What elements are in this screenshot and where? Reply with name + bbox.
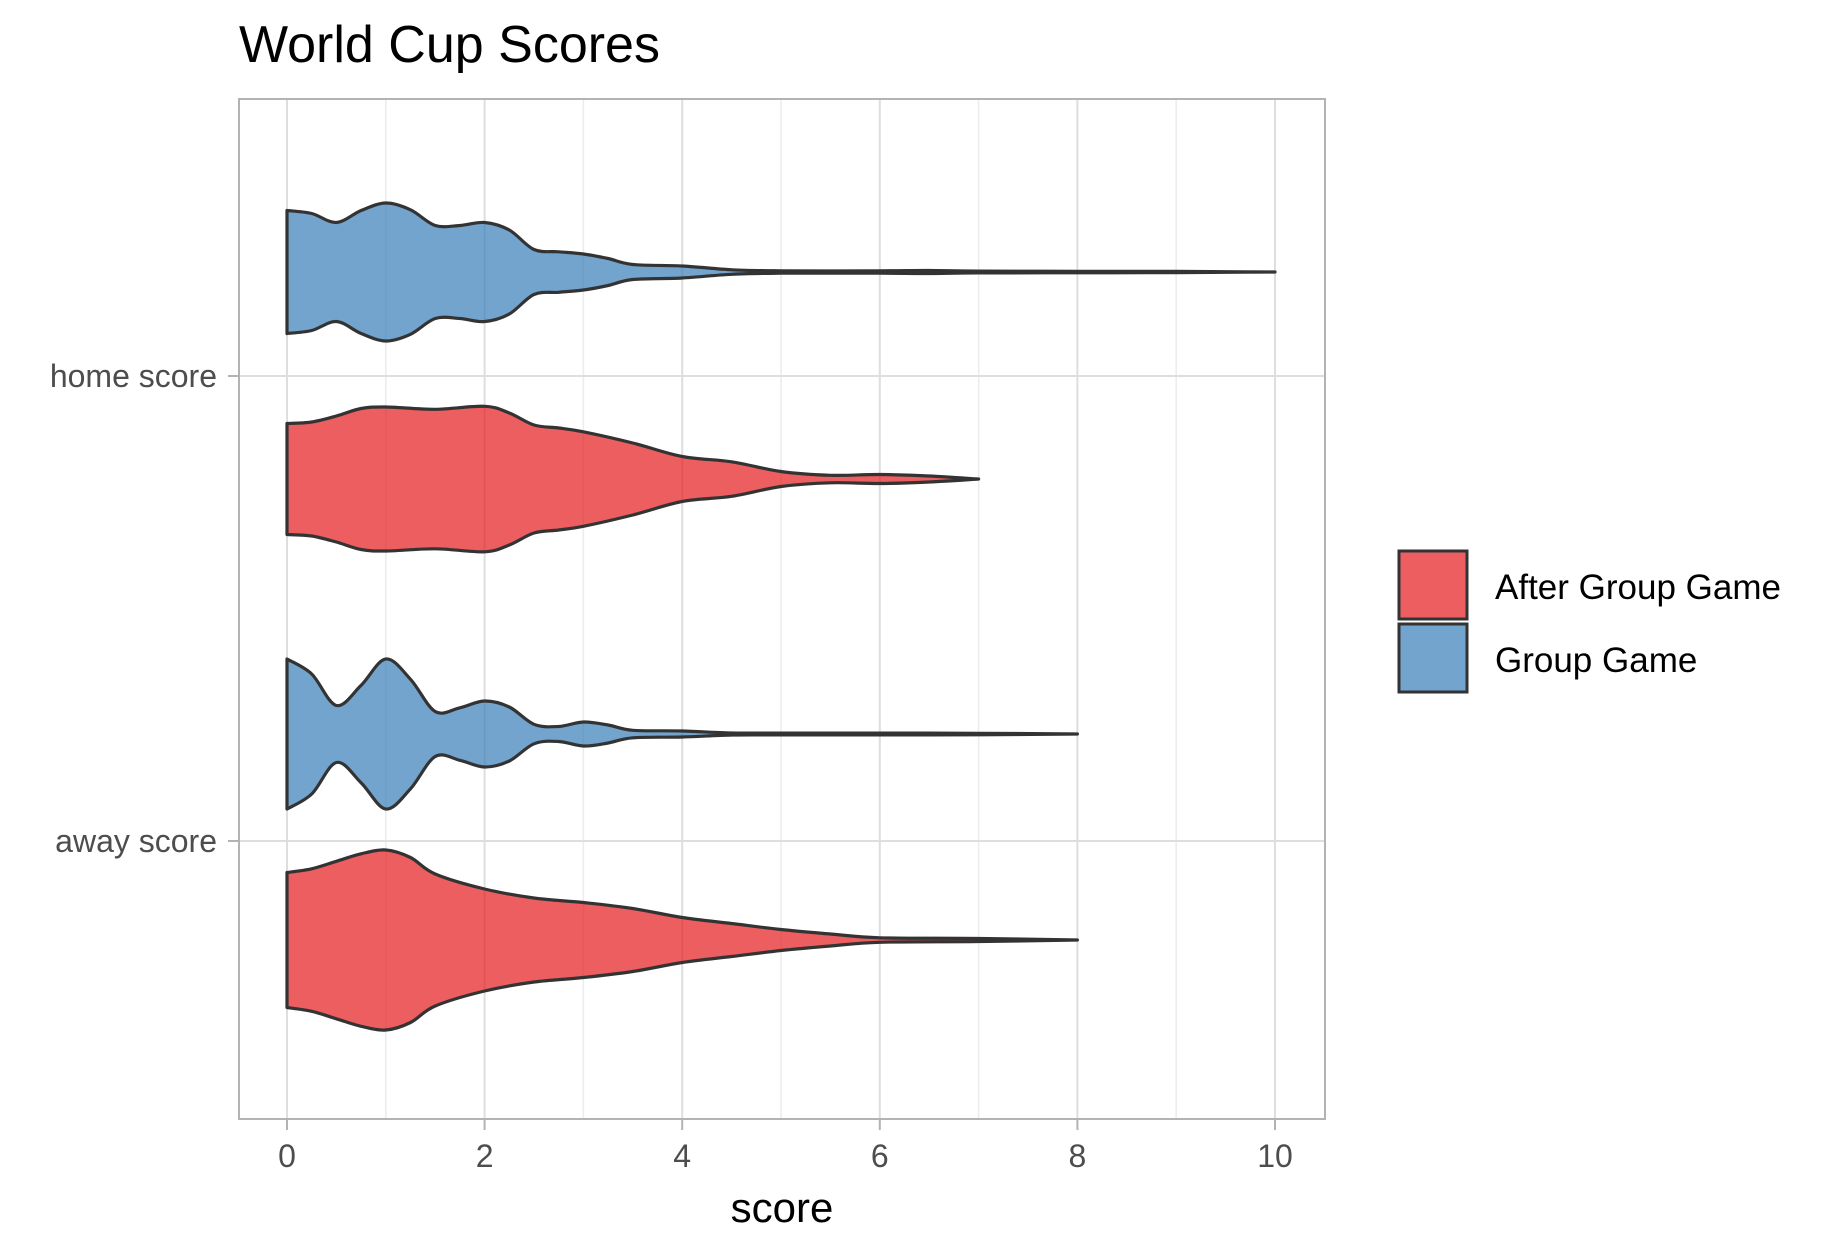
legend-key-after-group-game (1397, 549, 1469, 621)
legend-key-group-game (1397, 622, 1469, 694)
y-tick-label-home-score: home score (50, 358, 217, 394)
x-axis-title: score (731, 1184, 834, 1231)
panel-border (238, 98, 1326, 1120)
legend: After Group Game Group Game (1397, 549, 1781, 694)
violin-away-score-group-game (285, 657, 1079, 811)
chart-title: World Cup Scores (239, 16, 660, 74)
legend-label-after-group-game: After Group Game (1495, 568, 1781, 607)
y-axis: home score away score (50, 358, 239, 859)
violin-home-score-group-game (285, 201, 1277, 343)
violins (285, 201, 1277, 1032)
y-tick-label-away-score: away score (55, 823, 217, 859)
x-axis: 0 2 4 6 8 10 (278, 1119, 1293, 1174)
plot-panel (238, 98, 1326, 1120)
x-tick-label: 10 (1257, 1138, 1293, 1174)
legend-label-group-game: Group Game (1495, 641, 1697, 680)
violin-away-score-after-group-game (285, 848, 1079, 1032)
violin-home-score-after-group-game (285, 404, 981, 554)
x-tick-label: 8 (1069, 1138, 1087, 1174)
x-tick-label: 6 (871, 1138, 889, 1174)
x-tick-label: 2 (476, 1138, 494, 1174)
x-tick-label: 4 (673, 1138, 691, 1174)
x-tick-label: 0 (278, 1138, 296, 1174)
